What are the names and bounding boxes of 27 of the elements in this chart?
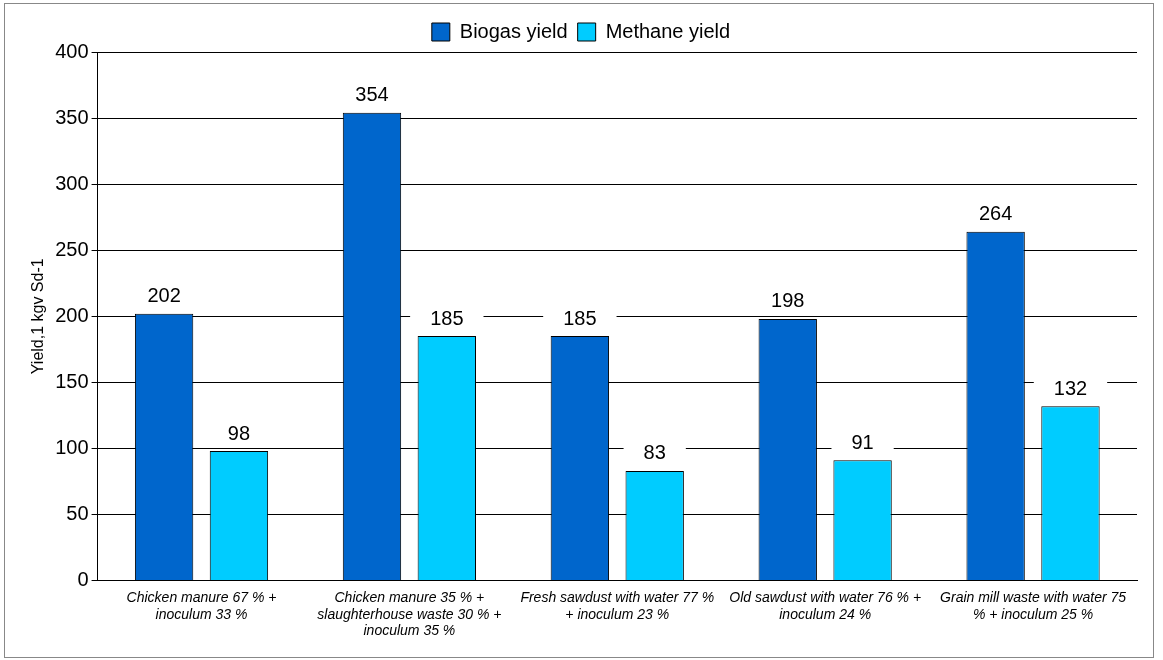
- data-label: 83: [643, 441, 666, 464]
- y-tick-label: 0: [77, 568, 89, 591]
- y-tick-label: 100: [55, 435, 89, 458]
- y-tick-label: 250: [55, 237, 89, 260]
- y-tick-label: 50: [66, 502, 89, 525]
- data-label: 185: [563, 306, 597, 329]
- data-label: 198: [771, 289, 805, 312]
- x-tick-label: Chicken manure 67 % + inoculum 33 %: [126, 588, 277, 622]
- data-label: 354: [355, 83, 389, 106]
- y-tick-label: 400: [55, 39, 89, 62]
- data-label: 98: [227, 421, 251, 444]
- y-tick-label: 300: [55, 171, 89, 194]
- y-tick-label: 350: [55, 105, 89, 128]
- legend-label: Methane yield: [605, 19, 731, 42]
- x-tick-label: Chicken manure 35 % + slaughterhouse waste 30 % + inoculum 35 %: [317, 588, 502, 639]
- y-tick-label: 150: [55, 369, 89, 392]
- x-tick-label: Grain mill waste with water 75 % + inoculum 25 %: [940, 588, 1127, 622]
- x-tick-label: Fresh sawdust with water 77 % + inoculum 23 %: [520, 588, 715, 622]
- data-label: 185: [430, 306, 464, 329]
- data-label: 91: [851, 430, 874, 453]
- data-label: 132: [1053, 376, 1088, 399]
- legend-label: Biogas yield: [459, 19, 568, 42]
- x-tick-label: Old sawdust with water 76 % + inoculum 24 %: [729, 588, 922, 622]
- y-axis-title: Yield,1 kgv Sd-1: [29, 258, 47, 375]
- y-tick-label: 200: [55, 303, 89, 326]
- data-label: 264: [978, 202, 1013, 225]
- data-label: 202: [147, 284, 181, 307]
